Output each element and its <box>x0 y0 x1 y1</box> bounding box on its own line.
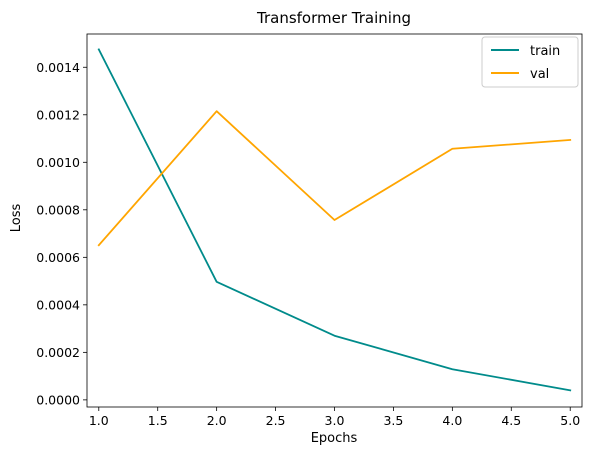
y-tick-label: 0.0004 <box>36 297 80 312</box>
x-tick-label: 2.5 <box>266 413 286 428</box>
y-tick-label: 0.0012 <box>36 107 80 122</box>
series-line-val <box>97 110 572 247</box>
x-axis-ticks: 1.0 1.5 2.0 2.5 3.0 3.5 4.0 4.5 5.0 <box>89 407 580 428</box>
x-tick-label: 4.0 <box>442 413 462 428</box>
x-tick-label: 1.0 <box>89 413 109 428</box>
y-tick-label: 0.0000 <box>36 392 80 407</box>
x-tick-label: 2.0 <box>207 413 227 428</box>
legend-label-train: train <box>530 44 560 59</box>
chart-title: Transformer Training <box>256 9 411 27</box>
series-lines <box>97 48 572 392</box>
y-tick-label: 0.0006 <box>36 250 80 265</box>
x-tick-label: 3.5 <box>383 413 403 428</box>
x-axis-label: Epochs <box>311 431 358 446</box>
x-tick-label: 4.5 <box>501 413 521 428</box>
y-tick-label: 0.0008 <box>36 202 80 217</box>
y-axis-ticks: 0.0000 0.0002 0.0004 0.0006 0.0008 0.0010 0.00… <box>36 60 87 407</box>
legend-label-val: val <box>530 67 549 82</box>
y-tick-label: 0.0010 <box>36 155 80 170</box>
series-line-train <box>97 48 572 392</box>
x-tick-label: 1.5 <box>148 413 168 428</box>
x-tick-label: 3.0 <box>325 413 345 428</box>
x-tick-label: 5.0 <box>560 413 580 428</box>
y-tick-label: 0.0014 <box>36 60 80 75</box>
legend: train val <box>481 36 579 88</box>
y-tick-label: 0.0002 <box>36 345 80 360</box>
y-axis-label: Loss <box>9 204 24 233</box>
plot-frame <box>86 33 583 408</box>
